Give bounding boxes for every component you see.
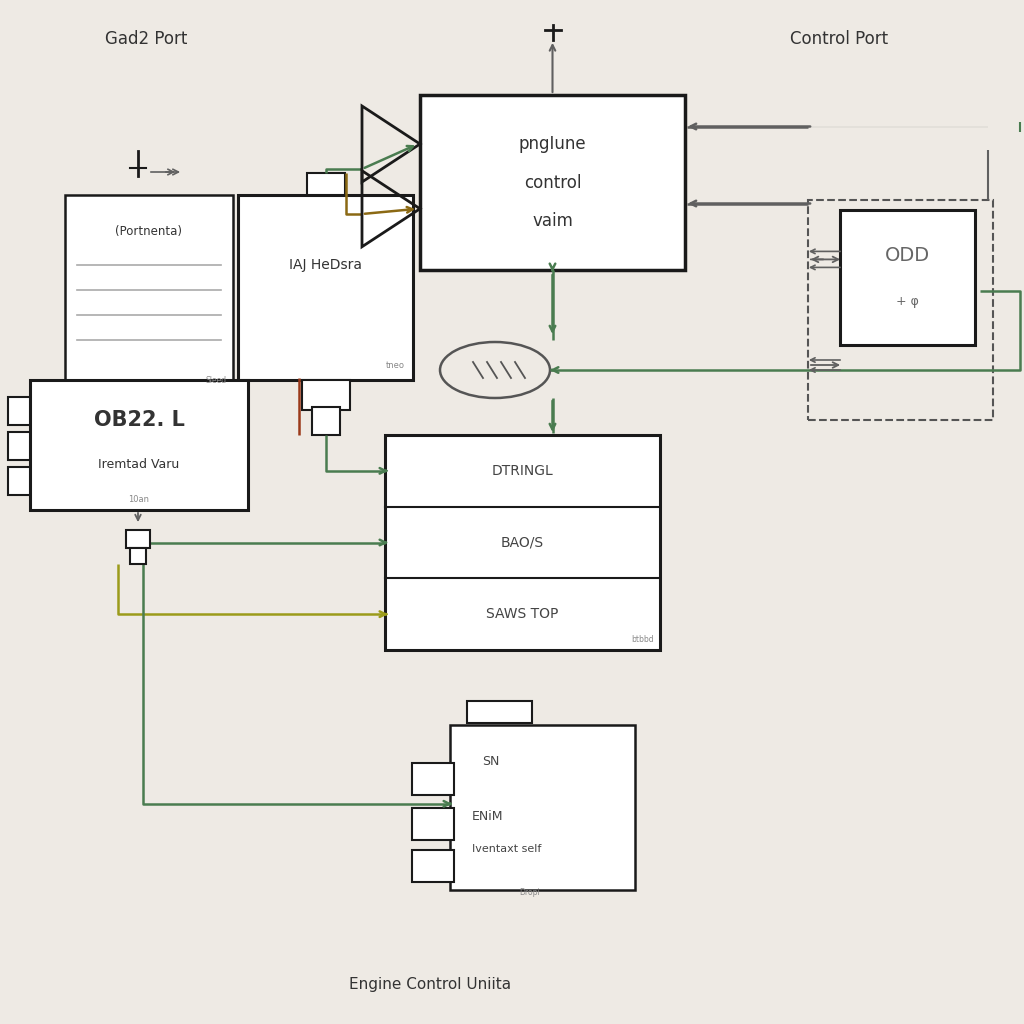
Text: SAWS TOP: SAWS TOP: [486, 607, 559, 622]
Text: Dropi: Dropi: [519, 888, 540, 897]
FancyBboxPatch shape: [450, 725, 635, 890]
FancyBboxPatch shape: [126, 530, 150, 548]
Text: Engine Control Uniita: Engine Control Uniita: [349, 977, 511, 992]
FancyBboxPatch shape: [130, 548, 146, 564]
Text: Control Port: Control Port: [790, 30, 888, 48]
Text: BAO/S: BAO/S: [501, 536, 544, 550]
Text: tneo: tneo: [386, 361, 406, 370]
Text: 10an: 10an: [128, 495, 150, 504]
Text: pngIune: pngIune: [519, 135, 587, 153]
FancyBboxPatch shape: [420, 95, 685, 270]
Text: + φ: + φ: [896, 295, 919, 307]
FancyBboxPatch shape: [238, 195, 413, 380]
Text: ENiM: ENiM: [472, 810, 504, 823]
FancyBboxPatch shape: [8, 432, 30, 460]
FancyBboxPatch shape: [8, 397, 30, 425]
FancyBboxPatch shape: [412, 850, 454, 882]
Text: control: control: [523, 173, 582, 191]
Text: SN: SN: [482, 755, 500, 768]
Text: ODD: ODD: [885, 247, 930, 265]
Text: vaim: vaim: [532, 212, 573, 230]
FancyBboxPatch shape: [8, 467, 30, 495]
FancyBboxPatch shape: [311, 407, 340, 435]
Text: btbbd: btbbd: [632, 635, 654, 644]
Text: (Portnenta): (Portnenta): [116, 225, 182, 238]
FancyBboxPatch shape: [840, 210, 975, 345]
Text: Iventaxt self: Iventaxt self: [472, 844, 542, 854]
FancyBboxPatch shape: [301, 380, 349, 410]
Text: Iremtad Varu: Iremtad Varu: [98, 459, 179, 471]
Text: Gad2 Port: Gad2 Port: [105, 30, 187, 48]
FancyBboxPatch shape: [412, 808, 454, 840]
Text: Sleed: Sleed: [206, 376, 227, 385]
FancyBboxPatch shape: [412, 763, 454, 795]
FancyBboxPatch shape: [65, 195, 233, 395]
Text: DTRINGL: DTRINGL: [492, 464, 553, 478]
FancyBboxPatch shape: [467, 701, 532, 723]
Text: OB22. L: OB22. L: [93, 410, 184, 429]
FancyBboxPatch shape: [306, 173, 344, 195]
FancyBboxPatch shape: [385, 435, 660, 650]
Text: IAJ HeDsra: IAJ HeDsra: [289, 258, 362, 272]
FancyBboxPatch shape: [30, 380, 248, 510]
